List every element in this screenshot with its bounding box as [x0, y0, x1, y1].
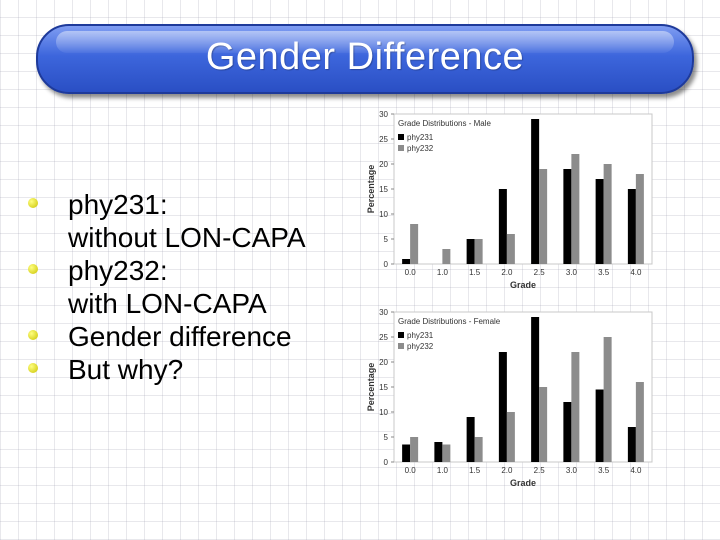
y-tick-label: 20: [379, 358, 388, 367]
x-tick-label: 1.5: [469, 466, 481, 475]
bar-phy231-1.5: [466, 417, 475, 462]
y-tick-label: 0: [384, 458, 389, 467]
bullet-line: with LON-CAPA: [68, 288, 267, 319]
x-tick-label: 3.0: [566, 466, 578, 475]
bar-phy232-0.0: [410, 224, 419, 264]
x-axis-label: Grade: [510, 478, 536, 488]
x-tick-label: 3.5: [598, 466, 610, 475]
bar-phy231-3.5: [595, 179, 604, 264]
y-tick-label: 10: [379, 210, 388, 219]
bar-phy232-1.0: [442, 444, 451, 462]
bullet-dot-icon: [28, 363, 38, 373]
x-tick-label: 4.0: [630, 466, 642, 475]
chart-title: Grade Distributions - Female: [398, 317, 501, 326]
y-axis-label: Percentage: [366, 363, 376, 412]
y-tick-label: 25: [379, 333, 388, 342]
y-tick-label: 10: [379, 408, 388, 417]
bar-phy232-1.0: [442, 249, 451, 264]
x-axis-label: Grade: [510, 280, 536, 290]
bar-phy231-2.0: [498, 352, 507, 462]
bullet-line: phy232:: [68, 255, 168, 286]
y-tick-label: 30: [379, 308, 388, 317]
bar-phy232-3.0: [571, 154, 580, 264]
charts-panel: Grade Distributions - Male 0 5 10 15 20 25 30 Pe…: [364, 108, 664, 498]
bullet-item: But why?: [28, 353, 358, 386]
bullet-line: But why?: [68, 354, 184, 385]
y-tick-label: 20: [379, 160, 388, 169]
bullet-line: Gender difference: [68, 321, 292, 352]
x-tick-label: 0.0: [405, 268, 417, 277]
bar-phy231-3.0: [563, 402, 572, 462]
x-tick-label: 2.0: [501, 466, 513, 475]
bar-phy231-4.0: [627, 427, 636, 462]
x-tick-label: 3.5: [598, 268, 610, 277]
y-tick-label: 5: [384, 433, 389, 442]
legend-label: phy232: [407, 342, 434, 351]
legend-swatch: [398, 343, 404, 349]
bullet-item: Gender difference: [28, 320, 358, 353]
y-axis-label: Percentage: [366, 165, 376, 214]
bar-phy232-2.5: [539, 387, 548, 462]
bar-phy232-1.5: [474, 239, 483, 264]
chart-title: Grade Distributions - Male: [398, 119, 491, 128]
legend-label: phy231: [407, 331, 434, 340]
bullet-dot-icon: [28, 264, 38, 274]
bar-phy231-0.0: [402, 444, 411, 462]
legend-label: phy232: [407, 144, 434, 153]
bar-phy231-2.0: [498, 189, 507, 264]
bar-phy232-4.0: [635, 382, 644, 462]
bar-phy231-1.0: [434, 442, 443, 462]
bullet-list: phy231: without LON-CAPA phy232: with LO…: [28, 188, 358, 386]
bullet-dot-icon: [28, 198, 38, 208]
bullet-line: phy231:: [68, 189, 168, 220]
bar-phy232-3.5: [603, 337, 612, 462]
bar-phy232-4.0: [635, 174, 644, 264]
title-banner: Gender Difference: [36, 24, 694, 94]
slide-title: Gender Difference: [205, 36, 525, 78]
bar-phy231-2.5: [531, 119, 540, 264]
female-grade-chart: Grade Distributions - Female 0 5 10 15 20 25 30…: [366, 308, 653, 488]
legend-label: phy231: [407, 133, 434, 142]
bar-phy232-2.5: [539, 169, 548, 264]
bar-phy231-3.5: [595, 389, 604, 462]
legend-swatch: [398, 134, 404, 140]
x-tick-label: 2.5: [534, 466, 546, 475]
bullet-line: without LON-CAPA: [68, 222, 306, 253]
x-tick-label: 0.0: [405, 466, 417, 475]
legend-swatch: [398, 145, 404, 151]
bar-phy232-3.0: [571, 352, 580, 462]
bullet-dot-icon: [28, 330, 38, 340]
bar-phy232-3.5: [603, 164, 612, 264]
x-tick-label: 3.0: [566, 268, 578, 277]
x-tick-label: 1.5: [469, 268, 481, 277]
y-tick-label: 15: [379, 383, 388, 392]
y-tick-label: 15: [379, 185, 388, 194]
male-grade-chart: Grade Distributions - Male 0 5 10 15 20 25 30 Pe…: [366, 110, 653, 290]
x-tick-label: 1.0: [437, 268, 449, 277]
bullet-item: phy231: without LON-CAPA: [28, 188, 358, 254]
bullet-item: phy232: with LON-CAPA: [28, 254, 358, 320]
bar-phy231-3.0: [563, 169, 572, 264]
bar-phy232-1.5: [474, 437, 483, 462]
bar-phy231-0.0: [402, 259, 411, 264]
y-tick-label: 5: [384, 235, 389, 244]
legend-swatch: [398, 332, 404, 338]
x-tick-label: 4.0: [630, 268, 642, 277]
y-tick-label: 30: [379, 110, 388, 119]
x-tick-label: 2.5: [534, 268, 546, 277]
x-tick-label: 1.0: [437, 466, 449, 475]
y-tick-label: 0: [384, 260, 389, 269]
x-tick-label: 2.0: [501, 268, 513, 277]
bar-phy232-0.0: [410, 437, 419, 462]
bar-phy231-2.5: [531, 317, 540, 462]
bar-phy231-4.0: [627, 189, 636, 264]
y-tick-label: 25: [379, 135, 388, 144]
bar-phy232-2.0: [506, 234, 515, 264]
bar-phy232-2.0: [506, 412, 515, 462]
bar-phy231-1.5: [466, 239, 475, 264]
